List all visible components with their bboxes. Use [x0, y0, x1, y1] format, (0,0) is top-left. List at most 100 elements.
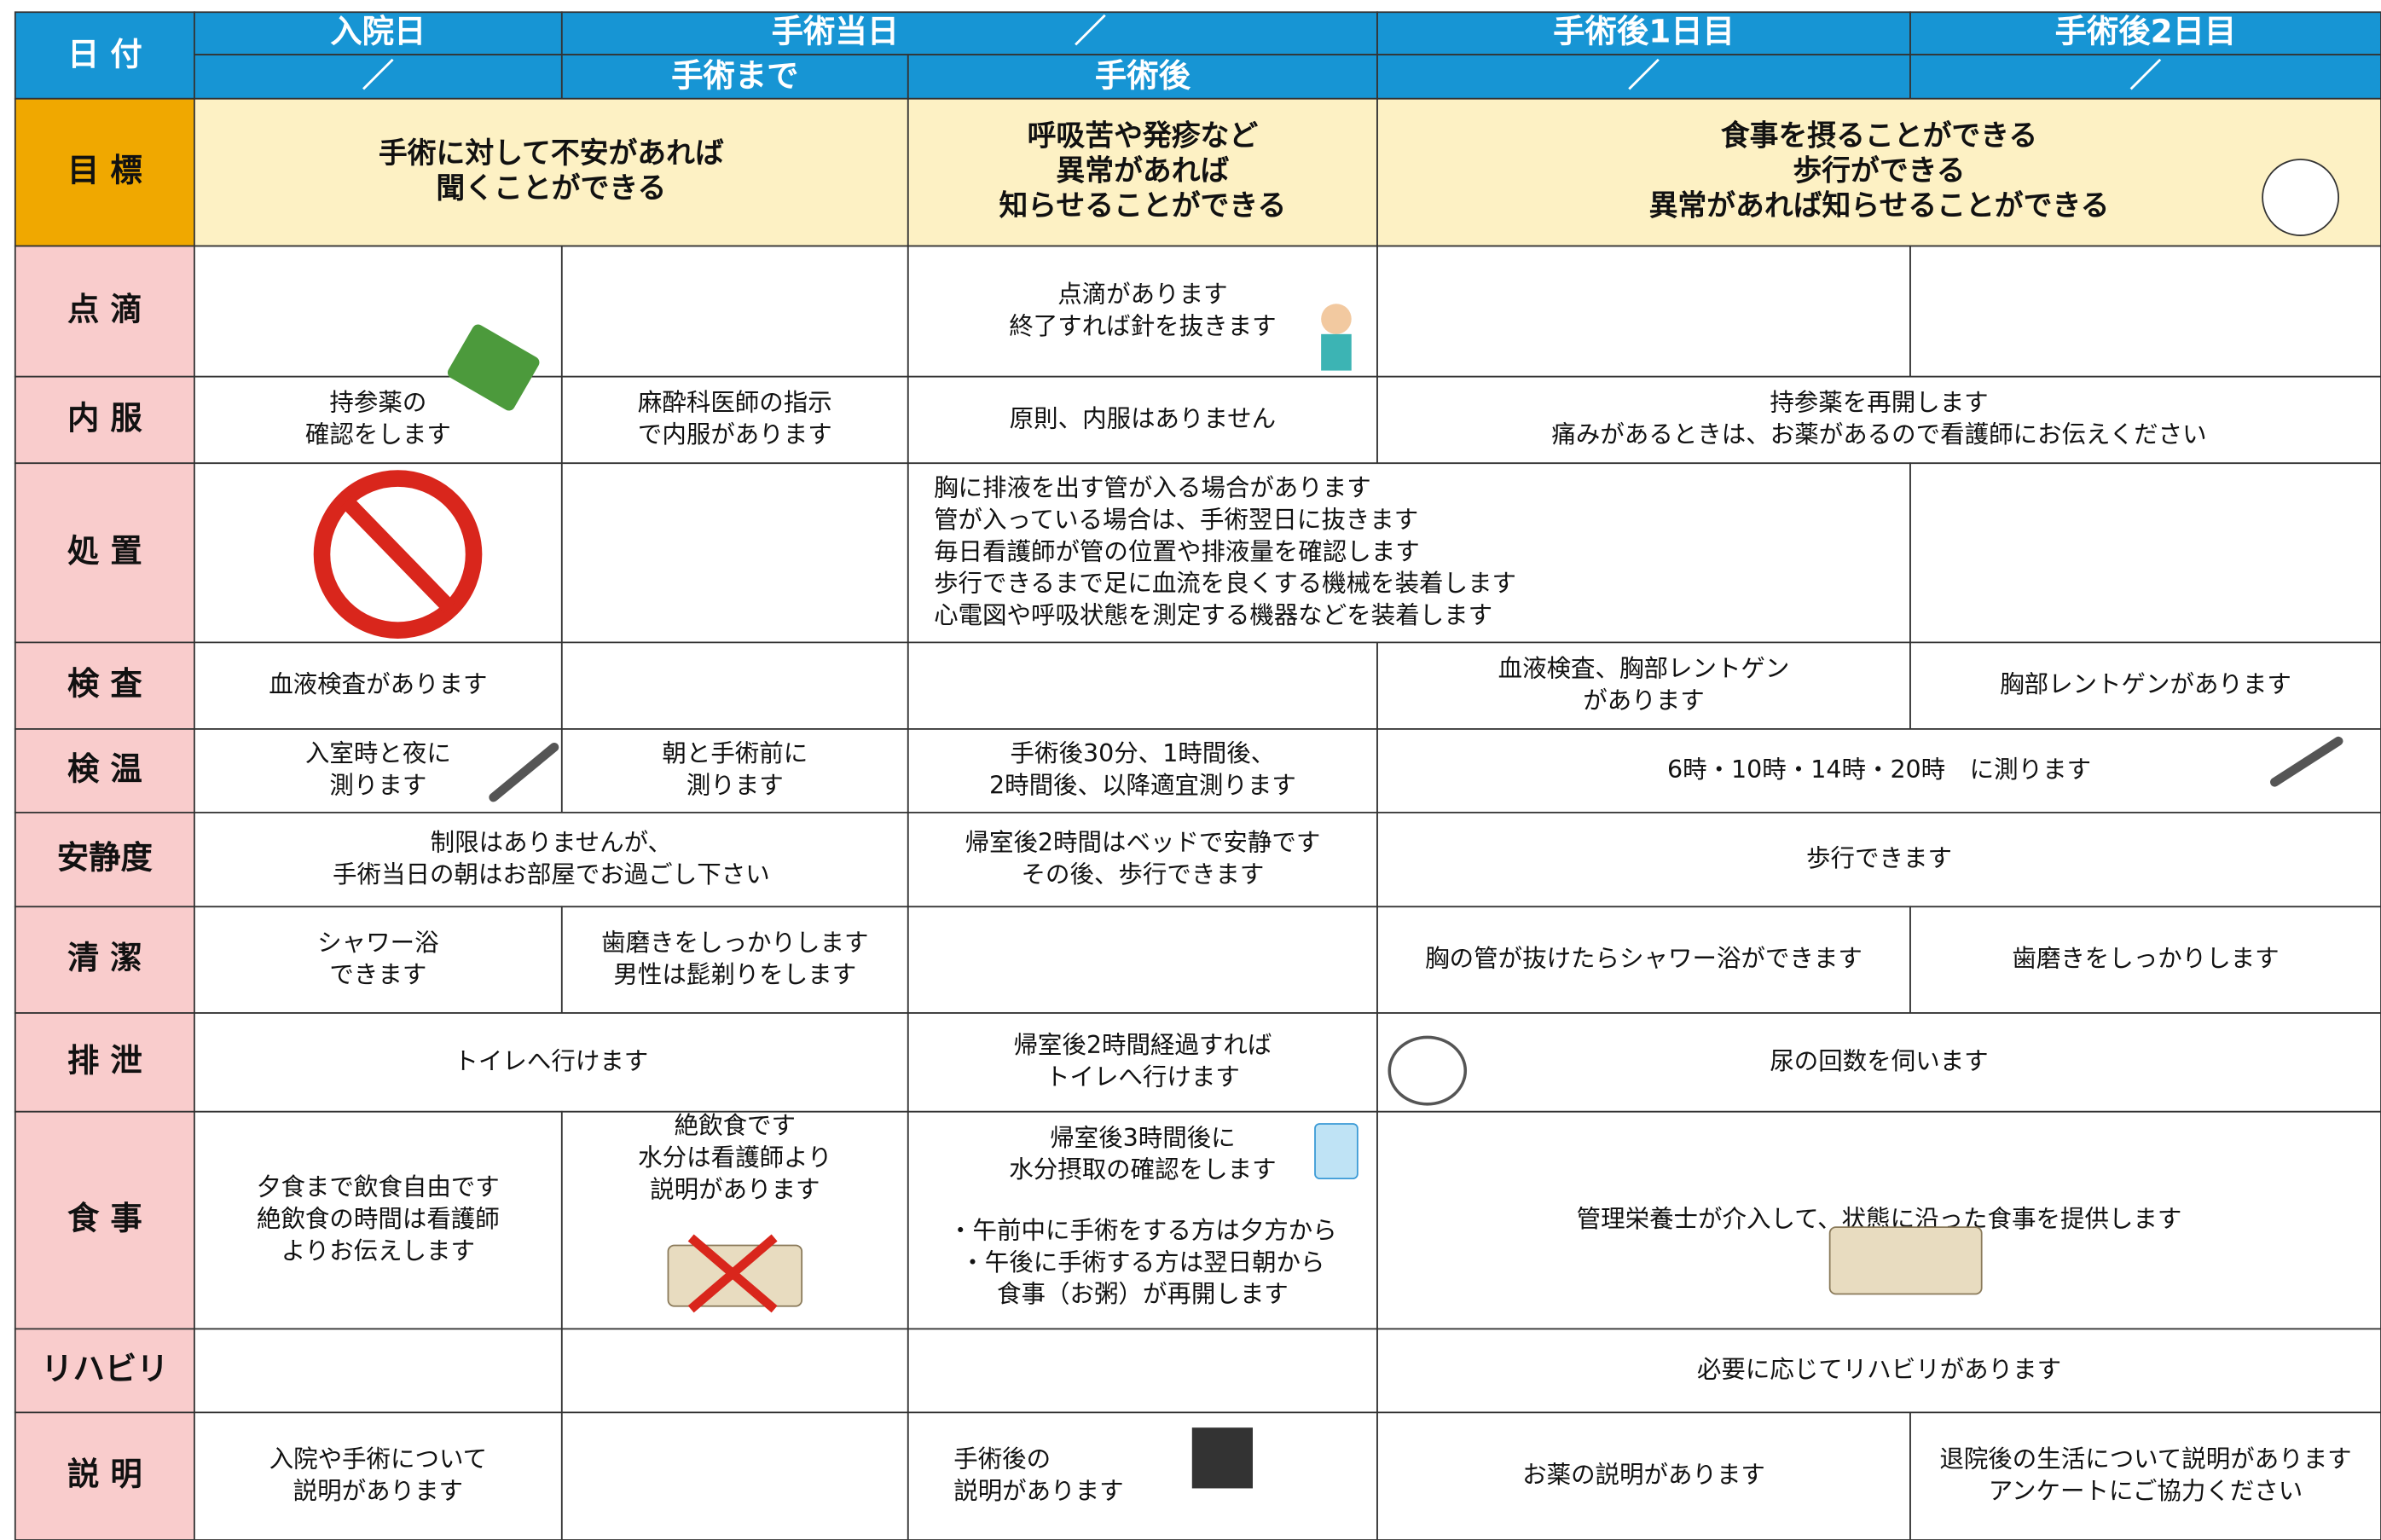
header-label: 日 付 — [67, 35, 142, 72]
cell-text: 退院後の生活について説明があります — [1939, 1444, 2351, 1473]
row-label-cell — [14, 641, 195, 730]
header-cell — [14, 11, 195, 100]
cell-text: 管が入っている場合は、手術翌日に抜きます — [934, 506, 1418, 534]
table-cell — [907, 375, 1378, 465]
cell-text: があります — [1583, 686, 1704, 715]
table-cell — [1909, 462, 2381, 644]
cell-text: で内服があります — [638, 420, 832, 449]
header-phase: 手術後 — [1095, 56, 1191, 94]
table-cell — [560, 1328, 909, 1414]
goal-text: 異常があれば — [1056, 154, 1229, 188]
goal-text: 手術に対して不安があれば — [379, 136, 724, 170]
table-cell — [560, 245, 909, 378]
table-cell — [907, 641, 1378, 730]
cell-text: トイレへ行けます — [454, 1047, 648, 1075]
cell-text: アンケートにご協力ください — [1989, 1477, 2303, 1505]
medicine-book-icon — [447, 324, 540, 411]
row-label-cell — [14, 462, 195, 644]
table-cell — [194, 1328, 563, 1414]
table-cell — [1376, 375, 2381, 465]
table-cell — [907, 1411, 1378, 1540]
table-cell — [1376, 641, 1911, 730]
row-label-cell — [14, 1110, 195, 1330]
table-cell — [194, 906, 563, 1014]
row-label: 処 置 — [67, 532, 142, 570]
cell-text: 手術後30分、1時間後、 — [1011, 739, 1276, 767]
cell-text: 歩行できるまで足に血流を良くする機械を装着します — [934, 570, 1516, 598]
cell-text: 毎日看護師が管の位置や排液量を確認します — [934, 537, 1420, 565]
cell-text: 終了すれば針を抜きます — [1009, 312, 1276, 340]
header-date: 入院日 — [330, 13, 426, 50]
row-label: 清 潔 — [67, 939, 142, 976]
header-date: 手術当日 — [772, 13, 899, 50]
cell-text: 測ります — [329, 772, 426, 800]
row-label-cell — [14, 1328, 195, 1414]
cell-text: 血液検査、胸部レントゲン — [1498, 654, 1790, 682]
cell-text: 6時・10時・14時・20時 に測ります — [1667, 756, 2091, 784]
cell-text: 絶飲食です — [675, 1112, 796, 1140]
table-cell — [560, 641, 909, 730]
glass-icon — [1314, 1123, 1359, 1179]
header-cell — [1909, 11, 2381, 56]
patient-icon-body — [1321, 333, 1352, 371]
cell-text: 夕食まで飲食自由です — [257, 1173, 500, 1201]
header-cell — [1376, 11, 1911, 56]
table-cell — [907, 462, 1911, 644]
cell-text: 手術後の — [953, 1444, 1051, 1473]
cell-text: シャワー浴 — [317, 929, 438, 957]
goal-text: 歩行ができる — [1793, 154, 1965, 188]
icons — [313, 159, 2343, 1489]
table-cell — [194, 728, 563, 813]
cell-text: よりお伝えします — [281, 1236, 475, 1265]
row-label: 検 温 — [67, 750, 142, 787]
header-phase: 手術まで — [671, 56, 798, 94]
cell-text: トイレへ行けます — [1046, 1063, 1240, 1091]
xray-icon — [1191, 1427, 1254, 1489]
cell-text: 制限はありませんが、 — [431, 828, 672, 856]
header-cell — [194, 11, 563, 56]
row-label: 食 事 — [67, 1200, 142, 1237]
patient-icon — [1321, 304, 1352, 334]
row-label: 安静度 — [57, 839, 154, 877]
cell-text: 歯磨きをしっかりします — [2012, 945, 2279, 973]
cell-text: 胸の管が抜けたらシャワー浴ができます — [1425, 945, 1863, 973]
no-smoking-bar — [340, 495, 455, 613]
goal-text: 食事を摂ることができる — [1721, 119, 2037, 153]
cell-text: 2時間後、以降適宜測ります — [989, 772, 1296, 800]
table-cell — [907, 811, 1378, 908]
cell-text: 持参薬を再開します — [1770, 389, 1988, 417]
cell-text: 帰室後2時間はベッドで安静です — [965, 828, 1320, 856]
cell-text: 男性は髭剃りをします — [613, 960, 856, 988]
row-label: 点 滴 — [67, 291, 142, 328]
cell-text: 食事（お粥）が再開します — [997, 1280, 1289, 1308]
table-cell — [1909, 1411, 2381, 1540]
cell-text: 麻酔科医師の指示 — [638, 389, 832, 417]
cell-text: 帰室後3時間後に — [1050, 1124, 1235, 1152]
table-cell — [194, 1411, 563, 1540]
thermometer-icon — [2270, 736, 2343, 787]
table-cell — [1376, 1012, 2381, 1113]
cell-text: 説明があります — [953, 1477, 1123, 1505]
table-cell — [560, 462, 909, 644]
header-phase: ／ — [2129, 56, 2161, 94]
cell-text: 歩行できます — [1806, 844, 1952, 872]
toilet-icon — [1387, 1035, 1468, 1106]
table-cell — [194, 811, 909, 908]
goal-text: 異常があれば知らせることができる — [1649, 189, 2110, 223]
table-cell — [907, 728, 1378, 813]
table-cell — [560, 375, 909, 465]
header-cell — [560, 54, 909, 100]
header-cell — [907, 54, 1378, 100]
header-cell — [1909, 54, 2381, 100]
no-food-mark — [687, 1234, 778, 1313]
cell-text: 確認をします — [305, 420, 451, 449]
cell-text: 持参薬の — [329, 389, 426, 417]
cell-text: 痛みがあるときは、お薬があるので看護師にお伝えください — [1551, 420, 2206, 449]
header-date: ／ — [1075, 13, 1106, 50]
row-label: 内 服 — [67, 399, 142, 437]
cell-text: 胸に排液を出す管が入る場合があります — [934, 474, 1371, 502]
cell-text: 水分は看護師より — [638, 1143, 831, 1172]
cell-text: 帰室後2時間経過すれば — [1013, 1031, 1272, 1059]
cell-text: 原則、内服はありません — [1010, 404, 1276, 432]
table-cell — [1376, 1411, 1911, 1540]
